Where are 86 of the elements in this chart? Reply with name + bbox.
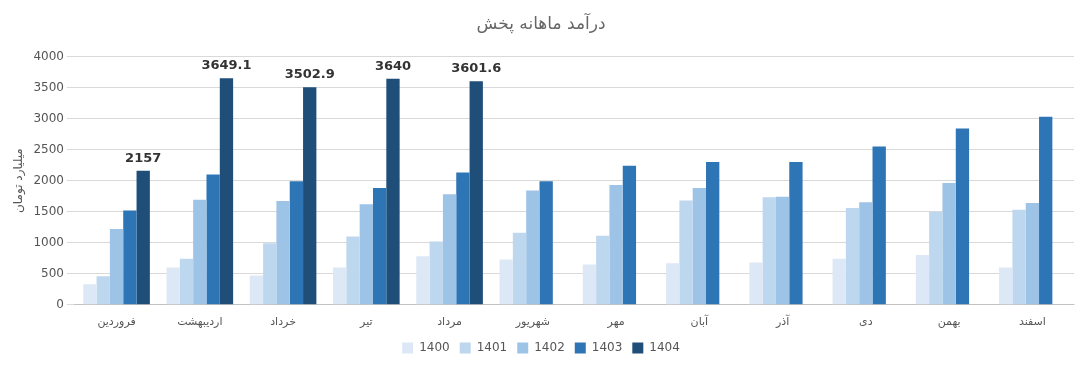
x-tick-label: فروردین xyxy=(97,315,136,329)
chart-title: درآمد ماهانه پخش xyxy=(476,11,606,34)
legend-label: 1403 xyxy=(591,340,623,355)
bar xyxy=(706,161,720,305)
x-tick-label: خرداد xyxy=(270,315,296,329)
bar xyxy=(346,236,360,305)
legend-label: 1401 xyxy=(476,340,508,355)
x-tick-label: اردیبهشت xyxy=(177,315,223,329)
bar xyxy=(96,276,110,305)
bar xyxy=(442,194,457,305)
bar xyxy=(386,78,400,305)
bar xyxy=(609,184,623,305)
bar xyxy=(999,267,1013,305)
legend-label: 1404 xyxy=(649,340,680,355)
bar xyxy=(1025,202,1040,305)
y-tick-label: 2000 xyxy=(33,172,64,187)
bar xyxy=(749,262,763,305)
bar xyxy=(109,229,124,305)
bar xyxy=(582,264,597,305)
bar xyxy=(219,78,234,305)
bar xyxy=(789,161,803,305)
bar xyxy=(915,255,930,305)
bar xyxy=(845,207,860,305)
bar xyxy=(666,263,680,305)
bar xyxy=(372,188,387,305)
bar xyxy=(193,199,207,305)
x-tick-label: شهریور xyxy=(514,315,551,329)
bar xyxy=(263,243,277,305)
bar xyxy=(692,188,707,305)
y-tick-label: 0 xyxy=(56,296,64,311)
bar xyxy=(416,256,430,305)
bar xyxy=(136,170,150,305)
bar xyxy=(249,275,264,305)
legend-label: 1402 xyxy=(534,340,565,355)
bar xyxy=(303,87,317,305)
x-tick-label: تیر xyxy=(359,315,373,329)
x-tick-label: بهمن xyxy=(937,315,961,329)
y-tick-label: 1000 xyxy=(33,234,64,249)
x-tick-label: مهر xyxy=(606,315,625,329)
bar xyxy=(333,267,347,305)
bar xyxy=(1012,209,1026,305)
bar xyxy=(832,258,846,305)
y-tick-label: 3500 xyxy=(33,79,64,94)
x-tick-label: آبان xyxy=(690,314,710,329)
bar xyxy=(429,241,443,305)
bar xyxy=(762,197,776,305)
x-tick-label: مرداد xyxy=(437,315,463,329)
bar xyxy=(859,202,873,305)
bar xyxy=(539,181,553,305)
bar xyxy=(1039,116,1053,305)
y-tick-label: 4000 xyxy=(33,48,64,63)
bar xyxy=(929,211,943,305)
bar xyxy=(526,190,540,305)
y-tick-label: 3000 xyxy=(33,110,64,125)
bar xyxy=(206,174,220,305)
x-tick-label: دی xyxy=(859,315,873,329)
bar xyxy=(456,172,470,305)
bar xyxy=(955,128,970,305)
data-label: 3649.1 xyxy=(201,57,252,73)
bar xyxy=(123,210,137,305)
bar xyxy=(942,183,956,305)
y-axis-title: میلیارد تومان xyxy=(11,148,27,213)
bar xyxy=(179,258,194,305)
bar xyxy=(872,146,886,305)
bar xyxy=(679,200,693,305)
data-label: 2157 xyxy=(125,149,162,165)
x-tick-label: اسفند xyxy=(1018,315,1046,329)
bar xyxy=(289,181,304,305)
bar xyxy=(775,196,790,305)
bar xyxy=(359,204,373,305)
bar xyxy=(512,232,527,305)
y-tick-label: 500 xyxy=(41,265,64,280)
bar xyxy=(166,267,180,305)
data-label: 3601.6 xyxy=(451,60,502,76)
bar xyxy=(469,81,483,305)
bar xyxy=(622,165,637,305)
legend-label: 1400 xyxy=(419,340,450,355)
data-label: 3640 xyxy=(374,57,412,73)
y-tick-label: 1500 xyxy=(33,203,64,218)
bar xyxy=(596,235,610,305)
bar xyxy=(499,259,513,305)
bar xyxy=(83,284,97,305)
x-tick-label: آذر xyxy=(774,314,791,329)
y-tick-label: 2500 xyxy=(33,141,64,156)
bar xyxy=(276,201,290,305)
data-label: 3502.9 xyxy=(284,66,335,82)
